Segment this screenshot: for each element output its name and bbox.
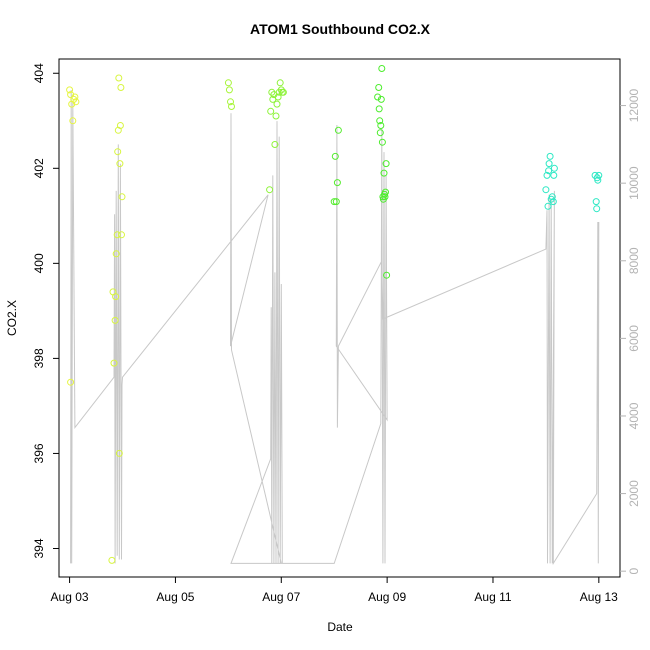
y2-tick-label: 0 bbox=[627, 568, 641, 575]
data-point bbox=[595, 171, 603, 179]
data-point bbox=[113, 231, 121, 239]
data-point bbox=[543, 171, 551, 179]
data-point bbox=[116, 122, 124, 129]
data-point bbox=[594, 176, 602, 184]
y-axis-right: 0 2000 4000 6000 8000 10000 12000 bbox=[620, 89, 641, 575]
x-tick-label: Aug 13 bbox=[580, 590, 618, 604]
y2-tick-label: 6000 bbox=[627, 325, 641, 352]
data-point bbox=[381, 193, 389, 201]
y-axis-label: CO2.X bbox=[5, 300, 19, 336]
data-point bbox=[382, 160, 390, 168]
data-point bbox=[108, 556, 116, 564]
data-point bbox=[267, 107, 275, 115]
data-point bbox=[118, 231, 125, 239]
secondary-series-line bbox=[70, 89, 600, 566]
data-point bbox=[266, 186, 274, 194]
data-point bbox=[118, 193, 126, 201]
data-point bbox=[117, 84, 125, 91]
y-tick-label: 398 bbox=[32, 348, 46, 368]
x-axis-label: Date bbox=[327, 620, 353, 634]
data-point bbox=[227, 98, 234, 106]
x-tick-label: Aug 03 bbox=[51, 590, 89, 604]
y2-tick-label: 12000 bbox=[627, 89, 641, 123]
y-tick-label: 400 bbox=[32, 253, 46, 273]
data-point bbox=[111, 316, 119, 324]
data-point bbox=[375, 105, 383, 113]
y2-tick-label: 2000 bbox=[627, 480, 641, 507]
data-point bbox=[593, 205, 601, 213]
plot-frame bbox=[58, 58, 621, 578]
data-point bbox=[268, 88, 276, 96]
data-point bbox=[544, 202, 552, 210]
y-tick-label: 404 bbox=[32, 63, 46, 83]
data-point bbox=[274, 93, 282, 101]
data-point bbox=[383, 271, 391, 279]
y-tick-label: 396 bbox=[32, 443, 46, 463]
data-point bbox=[225, 86, 233, 94]
y2-tick-label: 4000 bbox=[627, 402, 641, 429]
y-axis-left: 394 396 398 400 402 404 bbox=[32, 63, 59, 559]
data-point bbox=[334, 126, 342, 134]
chart-title: ATOM1 Southbound CO2.X bbox=[250, 21, 431, 37]
data-point bbox=[67, 378, 75, 386]
data-point bbox=[548, 193, 556, 201]
y2-tick-label: 8000 bbox=[627, 247, 641, 274]
data-point bbox=[374, 93, 382, 101]
data-point bbox=[546, 152, 554, 160]
data-point bbox=[66, 86, 74, 94]
data-point bbox=[112, 250, 120, 258]
data-point bbox=[330, 198, 338, 206]
data-point bbox=[69, 117, 77, 125]
data-point bbox=[331, 152, 339, 160]
data-point bbox=[228, 103, 235, 110]
data-point bbox=[332, 198, 340, 206]
data-point bbox=[545, 167, 553, 175]
data-point bbox=[545, 160, 553, 168]
data-point bbox=[272, 112, 280, 120]
y-tick-label: 402 bbox=[32, 158, 46, 178]
x-axis: Aug 03 Aug 05 Aug 07 Aug 09 Aug 11 Aug 13 bbox=[51, 577, 618, 604]
y2-tick-label: 10000 bbox=[627, 166, 641, 200]
data-point bbox=[542, 186, 550, 194]
data-point bbox=[377, 95, 385, 103]
data-point bbox=[550, 164, 558, 172]
data-point bbox=[273, 100, 281, 108]
data-point bbox=[377, 122, 385, 129]
data-point bbox=[382, 188, 389, 196]
data-point bbox=[112, 293, 120, 301]
data-point bbox=[271, 141, 279, 148]
data-point bbox=[378, 65, 386, 72]
data-point bbox=[224, 79, 232, 87]
data-point bbox=[375, 84, 383, 91]
data-point bbox=[115, 74, 123, 82]
x-tick-label: Aug 05 bbox=[156, 590, 194, 604]
x-tick-label: Aug 11 bbox=[474, 590, 511, 604]
data-point bbox=[378, 138, 386, 146]
data-point bbox=[72, 98, 80, 106]
data-point bbox=[71, 93, 79, 101]
data-point bbox=[380, 169, 388, 177]
data-point bbox=[110, 359, 118, 367]
y-tick-label: 394 bbox=[32, 538, 46, 558]
data-point bbox=[276, 79, 284, 87]
data-point bbox=[333, 179, 341, 187]
data-point bbox=[592, 198, 600, 206]
data-point bbox=[376, 117, 384, 125]
data-point bbox=[550, 171, 558, 179]
data-point bbox=[115, 449, 123, 457]
x-tick-label: Aug 07 bbox=[262, 590, 300, 604]
data-point bbox=[279, 88, 287, 96]
data-point bbox=[116, 160, 124, 168]
data-point bbox=[549, 198, 557, 206]
scatter-points bbox=[66, 65, 603, 564]
data-point bbox=[376, 129, 384, 137]
series-line bbox=[70, 89, 600, 566]
data-point bbox=[114, 148, 122, 156]
x-tick-label: Aug 09 bbox=[368, 590, 406, 604]
